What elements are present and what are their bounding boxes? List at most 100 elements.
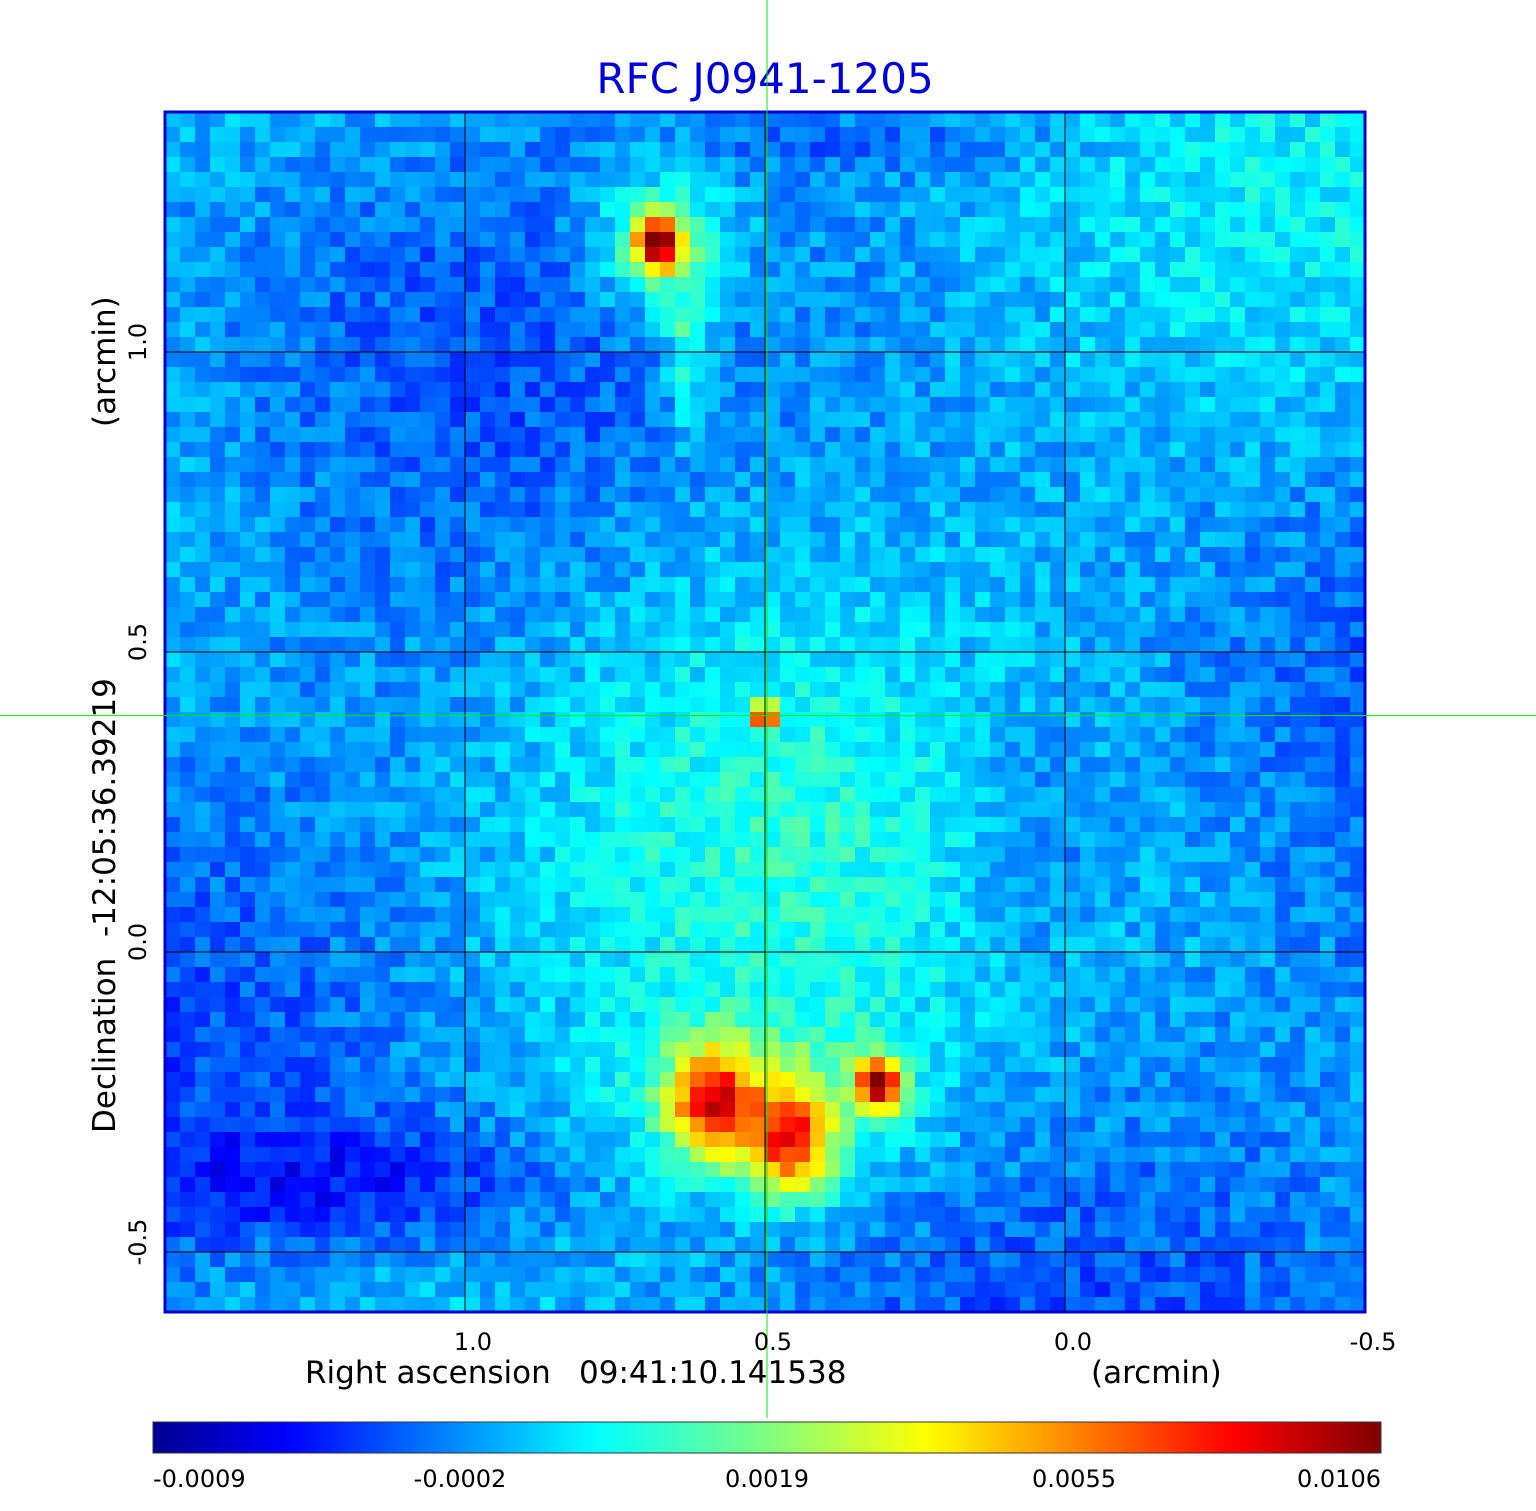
heatmap-cell bbox=[540, 1012, 556, 1028]
heatmap-cell bbox=[915, 247, 931, 263]
heatmap-cell bbox=[915, 742, 931, 758]
heatmap-cell bbox=[630, 1027, 646, 1043]
heatmap-cell bbox=[165, 862, 181, 878]
heatmap-cell bbox=[900, 1072, 916, 1088]
heatmap-cell bbox=[495, 862, 511, 878]
heatmap-cell bbox=[180, 637, 196, 653]
heatmap-cell bbox=[1005, 562, 1021, 578]
heatmap-cell bbox=[930, 382, 946, 398]
heatmap-cell bbox=[1020, 232, 1036, 248]
heatmap-cell bbox=[1050, 787, 1066, 803]
heatmap-cell bbox=[705, 892, 721, 908]
heatmap-cell bbox=[270, 352, 286, 368]
heatmap-cell bbox=[1050, 667, 1066, 683]
heatmap-cell bbox=[705, 217, 721, 233]
heatmap-cell bbox=[675, 667, 691, 683]
heatmap-cell bbox=[525, 592, 541, 608]
heatmap-cell bbox=[720, 877, 736, 893]
heatmap-cell bbox=[330, 1267, 346, 1283]
heatmap-cell bbox=[660, 1132, 676, 1148]
heatmap-cell bbox=[240, 1057, 256, 1073]
heatmap-cell bbox=[210, 562, 226, 578]
heatmap-cell bbox=[210, 532, 226, 548]
heatmap-cell bbox=[450, 1207, 466, 1223]
heatmap-cell bbox=[540, 322, 556, 338]
heatmap-cell bbox=[840, 1027, 856, 1043]
heatmap-cell bbox=[165, 1132, 181, 1148]
heatmap-cell bbox=[480, 1147, 496, 1163]
heatmap-cell bbox=[1065, 742, 1081, 758]
heatmap-cell bbox=[405, 1177, 421, 1193]
heatmap-cell bbox=[975, 1282, 991, 1298]
heatmap-cell bbox=[810, 1177, 826, 1193]
heatmap-cell bbox=[690, 412, 706, 428]
heatmap-cell bbox=[495, 1012, 511, 1028]
heatmap-cell bbox=[255, 502, 271, 518]
heatmap-cell bbox=[465, 112, 481, 128]
heatmap-cell bbox=[1050, 1207, 1066, 1223]
heatmap-cell bbox=[750, 352, 766, 368]
heatmap-cell bbox=[780, 622, 796, 638]
heatmap-cell bbox=[975, 1222, 991, 1238]
heatmap-cell bbox=[930, 997, 946, 1013]
heatmap-cell bbox=[450, 187, 466, 203]
heatmap-cell bbox=[345, 847, 361, 863]
heatmap-cell bbox=[225, 907, 241, 923]
heatmap-cell bbox=[240, 1132, 256, 1148]
heatmap-cell bbox=[1035, 502, 1051, 518]
heatmap-cell bbox=[210, 247, 226, 263]
heatmap-cell bbox=[420, 952, 436, 968]
heatmap-cell bbox=[975, 187, 991, 203]
heatmap-cell bbox=[765, 157, 781, 173]
heatmap-cell bbox=[165, 1087, 181, 1103]
heatmap-cell bbox=[1065, 307, 1081, 323]
heatmap-cell bbox=[510, 742, 526, 758]
heatmap-cell bbox=[300, 682, 316, 698]
heatmap-cell bbox=[210, 1207, 226, 1223]
heatmap-cell bbox=[315, 1117, 331, 1133]
heatmap-cell bbox=[660, 1057, 676, 1073]
heatmap-cell bbox=[660, 457, 676, 473]
heatmap-cell bbox=[330, 817, 346, 833]
heatmap-cell bbox=[975, 727, 991, 743]
heatmap-cell bbox=[270, 1102, 286, 1118]
heatmap-cell bbox=[330, 292, 346, 308]
heatmap-cell bbox=[975, 322, 991, 338]
heatmap-cell bbox=[870, 112, 886, 128]
heatmap-cell bbox=[570, 1102, 586, 1118]
heatmap-cell bbox=[465, 712, 481, 728]
heatmap-cell bbox=[480, 1132, 496, 1148]
heatmap-cell bbox=[630, 517, 646, 533]
heatmap-cell bbox=[660, 112, 676, 128]
heatmap-cell bbox=[465, 337, 481, 353]
heatmap-cell bbox=[180, 697, 196, 713]
heatmap-cell bbox=[210, 907, 226, 923]
heatmap-cell bbox=[405, 727, 421, 743]
heatmap-cell bbox=[690, 1162, 706, 1178]
heatmap-cell bbox=[780, 967, 796, 983]
heatmap-cell bbox=[270, 862, 286, 878]
heatmap-cell bbox=[765, 1237, 781, 1253]
heatmap-cell bbox=[990, 262, 1006, 278]
heatmap-cell bbox=[1065, 907, 1081, 923]
heatmap-cell bbox=[240, 172, 256, 188]
heatmap-cell bbox=[840, 367, 856, 383]
heatmap-cell bbox=[750, 217, 766, 233]
heatmap-cell bbox=[525, 652, 541, 668]
heatmap-cell bbox=[585, 787, 601, 803]
heatmap-cell bbox=[1005, 682, 1021, 698]
heatmap-cell bbox=[690, 247, 706, 263]
heatmap-cell bbox=[1035, 937, 1051, 953]
heatmap-cell bbox=[315, 247, 331, 263]
heatmap-cell bbox=[585, 1192, 601, 1208]
heatmap-cell bbox=[825, 1072, 841, 1088]
heatmap-cell bbox=[330, 1102, 346, 1118]
heatmap-cell bbox=[450, 982, 466, 998]
heatmap-cell bbox=[765, 1147, 781, 1163]
heatmap-cell bbox=[1095, 592, 1111, 608]
heatmap-cell bbox=[165, 1147, 181, 1163]
heatmap-cell bbox=[540, 202, 556, 218]
heatmap-cell bbox=[360, 247, 376, 263]
heatmap-cell bbox=[405, 967, 421, 983]
heatmap-cell bbox=[165, 1057, 181, 1073]
